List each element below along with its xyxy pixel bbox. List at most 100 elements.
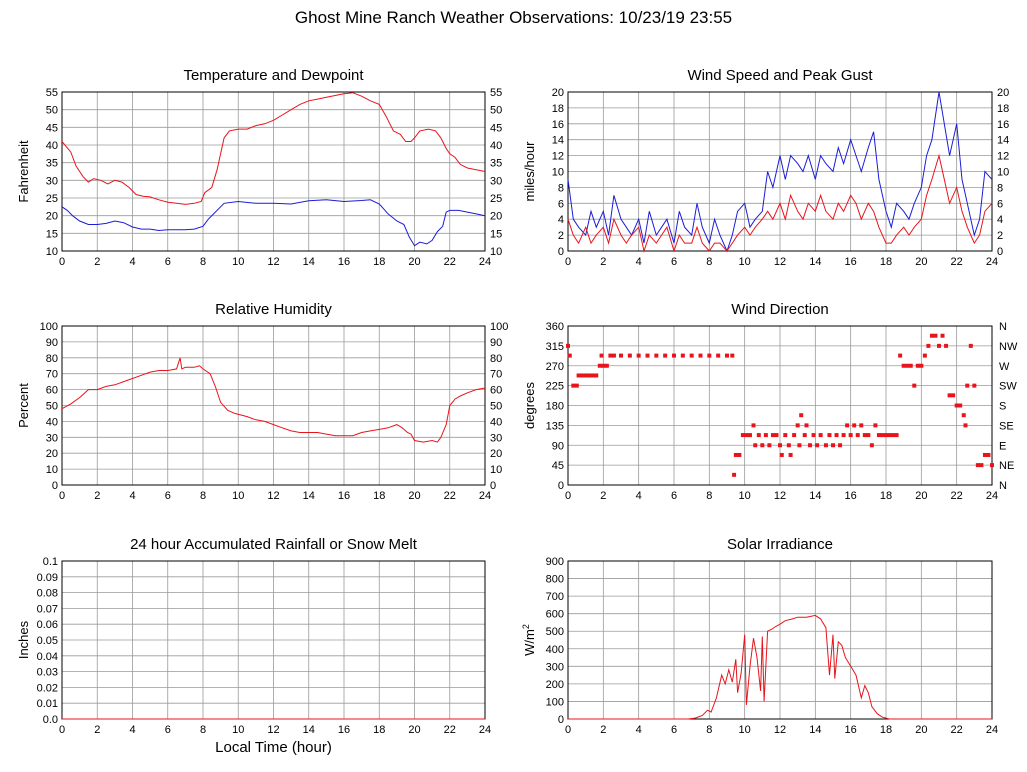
y-right-tick-label: 2 [997,230,1003,242]
x-tick-label: 22 [444,256,456,268]
y-tick-label: 90 [46,337,58,349]
x-tick-label: 6 [165,724,171,736]
data-point [845,423,850,428]
y-right-tick-label: 40 [490,416,502,428]
plot-frame [567,91,993,252]
x-tick-label: 14 [809,724,821,736]
y-tick-label: 0.05 [37,635,58,647]
y-tick-label: 200 [546,679,564,691]
data-point [799,413,804,418]
y-right-tick-label: 100 [490,321,508,333]
y-right-tick-label: 50 [490,105,502,117]
compass-label: W [999,361,1010,373]
y-tick-label: 100 [546,696,564,708]
y-tick-label: 45 [552,460,564,472]
x-tick-label: 4 [129,724,135,736]
y-right-tick-label: 90 [490,337,502,349]
y-tick-label: 50 [46,105,58,117]
y-tick-label: 0.03 [37,667,58,679]
x-tick-label: 12 [774,490,786,502]
data-point [855,433,860,438]
x-tick-label: 16 [338,490,350,502]
y-tick-label: 225 [546,381,564,393]
y-right-tick-label: 60 [490,385,502,397]
data-point [982,452,987,457]
compass-label: S [999,401,1006,413]
y-tick-label: 0.07 [37,603,58,615]
data-point [929,333,934,338]
chart-title: 24 hour Accumulated Rainfall or Snow Mel… [130,536,418,553]
y-tick-label: 0 [52,480,58,492]
data-point [751,423,756,428]
y-tick-label: 35 [46,158,58,170]
data-point [954,403,959,408]
x-tick-label: 6 [165,256,171,268]
compass-label: NW [999,341,1018,353]
series-line-red [568,614,992,720]
data-point [576,373,581,378]
plot-frame [567,325,993,486]
x-tick-label: 12 [774,724,786,736]
y-right-tick-label: 55 [490,87,502,99]
data-point [922,353,927,358]
y-tick-label: 500 [546,626,564,638]
y-tick-label: 2 [558,230,564,242]
x-tick-label: 24 [479,490,491,502]
data-point [804,423,809,428]
data-point [756,433,761,438]
y-tick-label: 30 [46,175,58,187]
y-right-tick-label: 0 [997,246,1003,258]
y-tick-label: 20 [552,87,564,99]
data-point [838,443,843,448]
data-point [979,463,984,468]
data-point [571,383,576,388]
data-point [730,353,735,358]
x-tick-label: 2 [600,490,606,502]
data-point [737,452,742,457]
data-point [961,413,966,418]
plot-frame [567,560,993,720]
y-tick-label: 12 [552,151,564,163]
y-right-tick-label: 0 [490,480,496,492]
data-point [951,393,956,398]
x-tick-label: 16 [845,490,857,502]
x-tick-label: 8 [706,490,712,502]
y-right-tick-label: 40 [490,140,502,152]
data-point [963,423,968,428]
chart-temp: 0 2 4 6 8 10 12 14 16 18 20 22 241015202530354045505… [16,67,502,268]
y-axis-label: Fahrenheit [16,140,31,203]
y-tick-label: 400 [546,644,564,656]
y-tick-label: 90 [552,440,564,452]
data-point [627,353,632,358]
data-point [905,363,910,368]
data-point [608,353,613,358]
compass-label: N [999,321,1007,333]
series-line-blue [61,199,486,247]
data-point [947,393,952,398]
x-tick-label: 8 [706,724,712,736]
x-tick-label: 20 [408,256,420,268]
y-tick-label: 800 [546,574,564,586]
y-tick-label: 15 [46,228,58,240]
chart-title: Wind Speed and Peak Gust [687,67,873,84]
data-point [944,343,949,348]
y-tick-label: 55 [46,87,58,99]
data-point [611,353,616,358]
data-point [778,443,782,448]
x-tick-label: 2 [600,256,606,268]
x-tick-label: 18 [880,490,892,502]
y-right-tick-label: 20 [490,448,502,460]
y-right-tick-label: 4 [997,214,1003,226]
x-tick-label: 20 [915,490,927,502]
x-tick-label: 10 [739,724,751,736]
data-point [933,333,938,338]
y-right-tick-label: 35 [490,158,502,170]
x-tick-label: 24 [479,256,491,268]
data-point [732,472,737,477]
data-point [859,423,864,428]
data-point [767,443,772,448]
data-point [590,373,595,378]
y-axis-label: Inches [16,620,31,659]
data-point [958,403,963,408]
y-right-tick-label: 80 [490,353,502,365]
